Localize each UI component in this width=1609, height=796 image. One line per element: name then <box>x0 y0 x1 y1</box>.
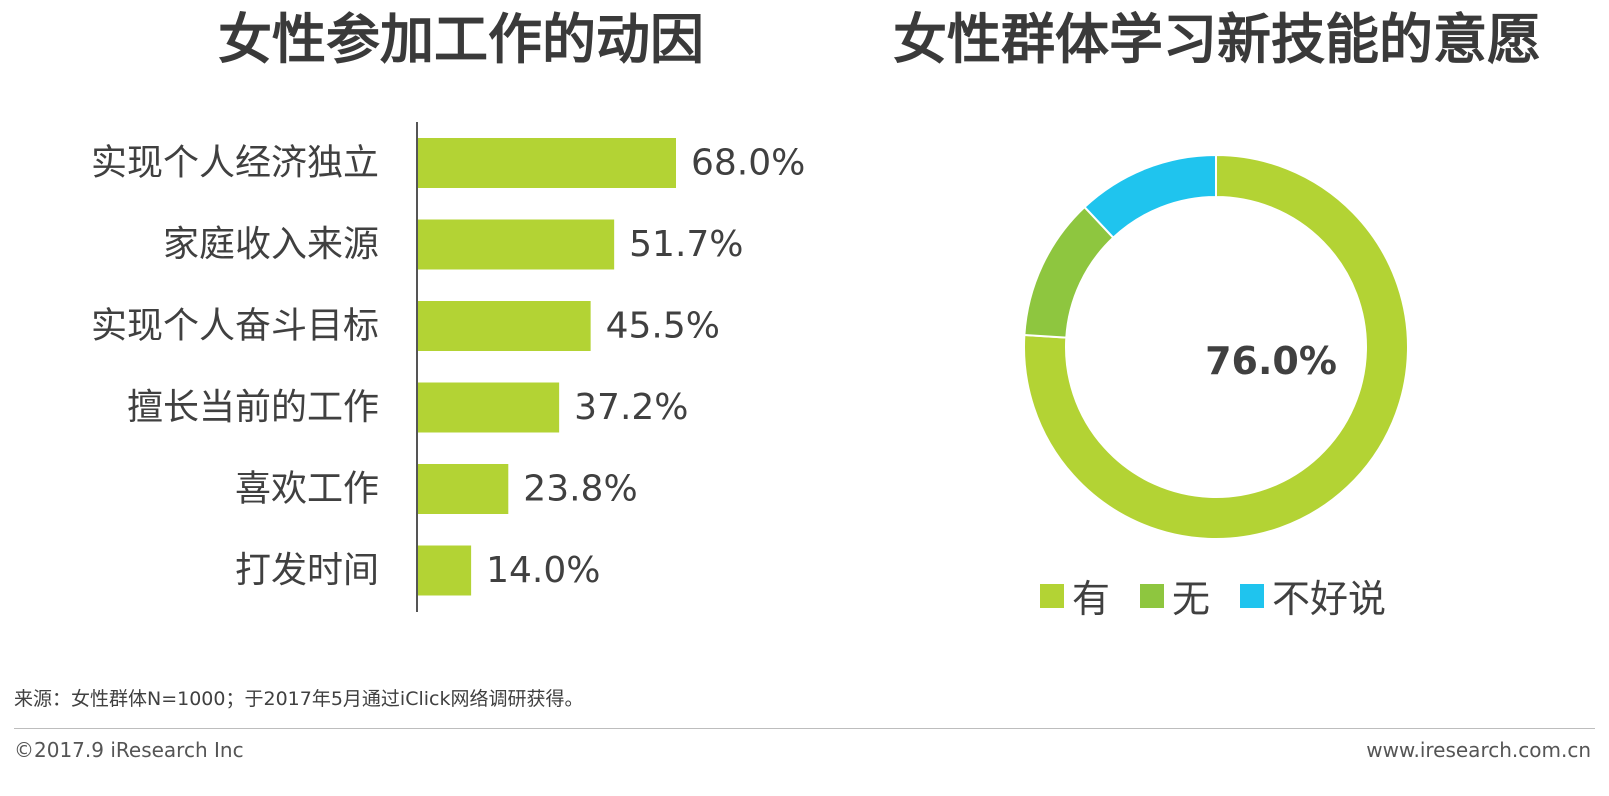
donut-slice <box>1023 205 1115 339</box>
copyright-text: ©2017.9 iResearch Inc <box>14 738 244 762</box>
bar-value-label: 23.8% <box>523 469 637 510</box>
source-note: 来源：女性群体N=1000；于2017年5月通过iClick网络调研获得。 <box>14 688 584 710</box>
donut-legend: 有 无 不好说 <box>1040 568 1416 623</box>
donut-slice <box>1023 153 1409 540</box>
bar-value-label: 68.0% <box>691 143 805 184</box>
bar-category-label: 打发时间 <box>235 550 379 591</box>
legend-label-no: 无 <box>1172 577 1211 621</box>
legend-item-yes: 有 <box>1040 568 1110 623</box>
bar-value-label: 37.2% <box>574 387 688 428</box>
legend-label-yes: 有 <box>1072 577 1111 621</box>
bar <box>418 464 509 514</box>
legend-swatch-no <box>1140 583 1165 608</box>
donut-slice <box>1083 153 1217 240</box>
website-link[interactable]: www.iresearch.com.cn <box>1366 738 1591 762</box>
bar <box>418 382 560 433</box>
bar <box>418 219 615 270</box>
legend-item-unsure: 不好说 <box>1240 568 1386 623</box>
bar-category-label: 实现个人奋斗目标 <box>91 306 379 347</box>
legend-swatch-yes <box>1040 583 1064 608</box>
bar <box>418 138 676 188</box>
donut-center-label: 76.0% <box>1205 339 1337 383</box>
bar-chart-title: 女性参加工作的动因 <box>218 8 704 71</box>
bar-value-label: 14.0% <box>486 550 600 591</box>
bar-category-label: 擅长当前的工作 <box>127 387 379 428</box>
bar-category-label: 实现个人经济独立 <box>91 143 379 184</box>
bar-category-label: 家庭收入来源 <box>163 224 379 265</box>
legend-label-unsure: 不好说 <box>1272 577 1387 621</box>
footer-divider <box>14 728 1595 729</box>
bar-category-label: 喜欢工作 <box>235 469 379 510</box>
legend-item-no: 无 <box>1140 568 1210 623</box>
bar-value-label: 45.5% <box>606 306 720 347</box>
bar <box>418 545 472 596</box>
bar <box>418 301 591 351</box>
legend-swatch-unsure <box>1240 583 1265 608</box>
donut-chart-title: 女性群体学习新技能的意愿 <box>893 8 1541 71</box>
bar-value-label: 51.7% <box>629 224 743 265</box>
